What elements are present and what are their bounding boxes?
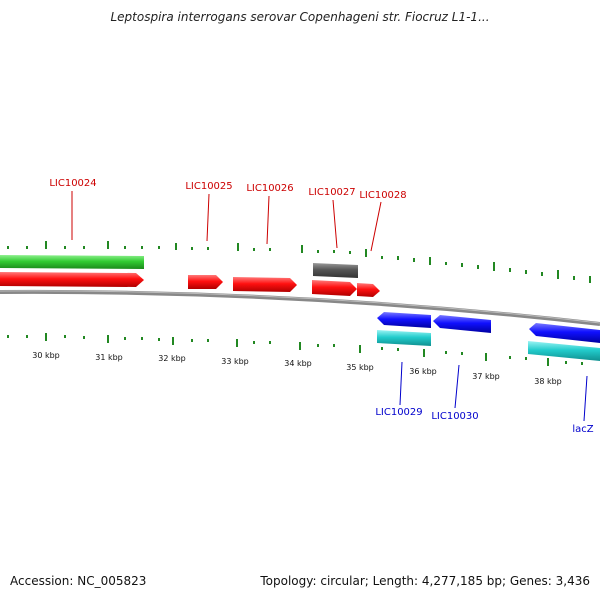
forward-features xyxy=(0,255,380,297)
tick-label-37: 37 kbp xyxy=(472,372,500,381)
tick-label-30: 30 kbp xyxy=(32,351,60,360)
label-LIC10027[interactable]: LIC10027 xyxy=(308,187,355,198)
tick-label-33: 33 kbp xyxy=(221,357,249,366)
gene-lacZ[interactable] xyxy=(529,323,600,343)
gene-LIC10028[interactable] xyxy=(357,283,380,297)
gene-LIC10026[interactable] xyxy=(233,277,297,292)
reverse-features xyxy=(377,312,600,361)
gene-labels: LIC10024 LIC10025 LIC10026 LIC10027 LIC1… xyxy=(49,178,593,435)
label-LIC10028[interactable]: LIC10028 xyxy=(359,190,406,201)
label-LIC10025[interactable]: LIC10025 xyxy=(185,181,232,192)
genome-backbone xyxy=(0,289,600,326)
gene-LIC10030[interactable] xyxy=(433,315,491,333)
gene-LIC10024[interactable] xyxy=(0,272,144,287)
tick-label-38: 38 kbp xyxy=(534,377,562,386)
label-lacZ[interactable]: lacZ xyxy=(572,424,593,435)
label-LIC10026[interactable]: LIC10026 xyxy=(246,183,293,194)
genome-summary-text: Topology: circular; Length: 4,277,185 bp… xyxy=(260,574,590,588)
tick-label-36: 36 kbp xyxy=(409,367,437,376)
rna-feature-cyan-2[interactable] xyxy=(528,341,600,361)
label-LIC10029[interactable]: LIC10029 xyxy=(375,407,422,418)
tick-label-34: 34 kbp xyxy=(284,359,312,368)
reverse-leaders xyxy=(399,361,588,422)
tick-label-32: 32 kbp xyxy=(158,354,186,363)
gene-LIC10027[interactable] xyxy=(312,280,357,296)
rna-feature-cyan-1[interactable] xyxy=(377,330,431,346)
gene-LIC10029[interactable] xyxy=(377,312,431,328)
accession-text: Accession: NC_005823 xyxy=(10,574,147,588)
scale-labels: 30 kbp 31 kbp 32 kbp 33 kbp 34 kbp 35 kb… xyxy=(32,351,562,386)
forward-leaders xyxy=(71,191,382,252)
feature-gray[interactable] xyxy=(313,263,358,278)
label-LIC10024[interactable]: LIC10024 xyxy=(49,178,96,189)
upper-tick-row xyxy=(7,241,591,283)
label-LIC10030[interactable]: LIC10030 xyxy=(431,411,478,422)
tick-label-31: 31 kbp xyxy=(95,353,123,362)
lower-tick-row xyxy=(7,333,583,366)
rna-feature-green[interactable] xyxy=(0,255,144,269)
genome-title: Leptospira interrogans serovar Copenhage… xyxy=(110,10,490,24)
gene-LIC10025[interactable] xyxy=(188,275,223,289)
tick-label-35: 35 kbp xyxy=(346,363,374,372)
